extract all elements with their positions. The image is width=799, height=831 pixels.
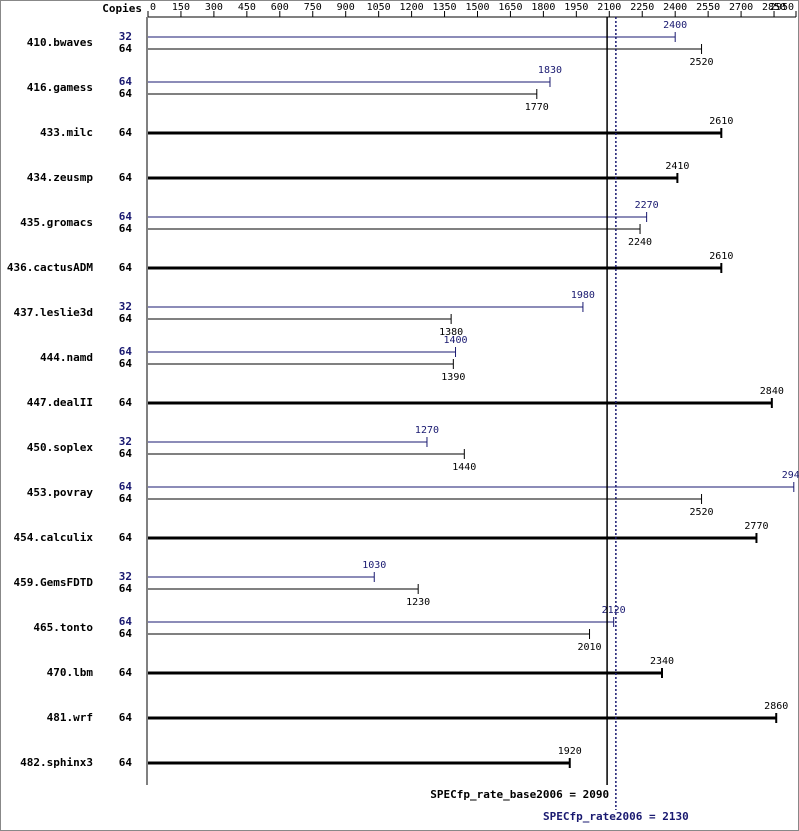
value-label: 1440 <box>452 462 476 473</box>
benchmark-name: 437.leslie3d <box>14 306 93 319</box>
copies-label: 64 <box>119 261 133 274</box>
copies-label: 32 <box>119 30 132 43</box>
value-label: 1400 <box>443 335 467 346</box>
x-tick-label: 450 <box>238 2 256 13</box>
value-label: 2860 <box>764 701 788 712</box>
copies-label: 64 <box>119 492 133 505</box>
reference-label: SPECfp_rate2006 = 2130 <box>543 810 689 823</box>
x-tick-label: 2550 <box>696 2 720 13</box>
copies-label: 64 <box>119 666 133 679</box>
copies-label: 64 <box>119 627 133 640</box>
benchmark-name: 434.zeusmp <box>27 171 94 184</box>
benchmark-name: 470.lbm <box>47 666 94 679</box>
benchmark-name: 433.milc <box>40 126 93 139</box>
value-label: 1770 <box>525 102 549 113</box>
benchmark-name: 436.cactusADM <box>7 261 93 274</box>
x-tick-label: 2250 <box>630 2 654 13</box>
value-label: 2400 <box>663 20 687 31</box>
x-tick-label: 2400 <box>663 2 687 13</box>
value-label: 2520 <box>689 57 713 68</box>
value-label: 2120 <box>602 605 626 616</box>
value-label: 2610 <box>709 251 733 262</box>
copies-label: 64 <box>119 75 133 88</box>
x-tick-label: 1800 <box>531 2 555 13</box>
value-label: 2840 <box>760 386 784 397</box>
copies-label: 64 <box>119 222 133 235</box>
x-tick-label: 2850 <box>762 2 786 13</box>
x-tick-label: 150 <box>172 2 190 13</box>
x-tick-label: 300 <box>205 2 223 13</box>
benchmark-name: 482.sphinx3 <box>20 756 93 769</box>
x-tick-label: 1050 <box>367 2 391 13</box>
copies-label: 64 <box>119 357 133 370</box>
value-label: 1980 <box>571 290 595 301</box>
x-tick-label: 0 <box>150 2 156 13</box>
copies-label: 32 <box>119 570 132 583</box>
copies-label: 64 <box>119 711 133 724</box>
copies-label: 32 <box>119 435 132 448</box>
copies-label: 64 <box>119 615 133 628</box>
copies-label: 64 <box>119 396 133 409</box>
copies-label: 64 <box>119 447 133 460</box>
copies-header: Copies <box>102 2 142 15</box>
value-label: 2270 <box>635 200 659 211</box>
benchmark-name: 447.dealII <box>27 396 93 409</box>
x-tick-label: 1350 <box>432 2 456 13</box>
value-label: 2940 <box>782 470 799 481</box>
benchmark-name: 459.GemsFDTD <box>14 576 94 589</box>
value-label: 1390 <box>441 372 465 383</box>
copies-label: 64 <box>119 582 133 595</box>
x-tick-label: 1500 <box>465 2 489 13</box>
value-label: 2770 <box>744 521 768 532</box>
x-tick-label: 1650 <box>498 2 522 13</box>
copies-label: 64 <box>119 345 133 358</box>
copies-label: 64 <box>119 312 133 325</box>
benchmark-name: 465.tonto <box>33 621 93 634</box>
benchmark-name: 481.wrf <box>47 711 93 724</box>
copies-label: 64 <box>119 210 133 223</box>
copies-label: 64 <box>119 480 133 493</box>
value-label: 2240 <box>628 237 652 248</box>
x-tick-label: 1950 <box>564 2 588 13</box>
benchmark-name: 444.namd <box>40 351 93 364</box>
value-label: 1270 <box>415 425 439 436</box>
copies-label: 64 <box>119 171 133 184</box>
x-tick-label: 900 <box>337 2 355 13</box>
benchmark-name: 454.calculix <box>14 531 94 544</box>
copies-label: 64 <box>119 126 133 139</box>
benchmark-name: 410.bwaves <box>27 36 93 49</box>
value-label: 1030 <box>362 560 386 571</box>
copies-label: 64 <box>119 42 133 55</box>
x-tick-label: 2700 <box>729 2 753 13</box>
value-label: 1380 <box>439 327 463 338</box>
x-tick-label: 750 <box>304 2 322 13</box>
value-label: 2010 <box>577 642 601 653</box>
copies-label: 64 <box>119 531 133 544</box>
benchmark-name: 435.gromacs <box>20 216 93 229</box>
copies-label: 64 <box>119 756 133 769</box>
x-tick-label: 1200 <box>400 2 424 13</box>
x-tick-label: 2100 <box>597 2 621 13</box>
value-label: 1920 <box>558 746 582 757</box>
reference-label: SPECfp_rate_base2006 = 2090 <box>430 788 609 801</box>
copies-label: 32 <box>119 300 132 313</box>
value-label: 2410 <box>665 161 689 172</box>
x-tick-label: 600 <box>271 2 289 13</box>
benchmark-name: 453.povray <box>27 486 94 499</box>
benchmark-name: 416.gamess <box>27 81 93 94</box>
value-label: 2340 <box>650 656 674 667</box>
benchmark-name: 450.soplex <box>27 441 94 454</box>
value-label: 2610 <box>709 116 733 127</box>
value-label: 2520 <box>689 507 713 518</box>
copies-label: 64 <box>119 87 133 100</box>
x-tick-label: 2950 <box>770 2 794 13</box>
value-label: 1830 <box>538 65 562 76</box>
value-label: 1230 <box>406 597 430 608</box>
